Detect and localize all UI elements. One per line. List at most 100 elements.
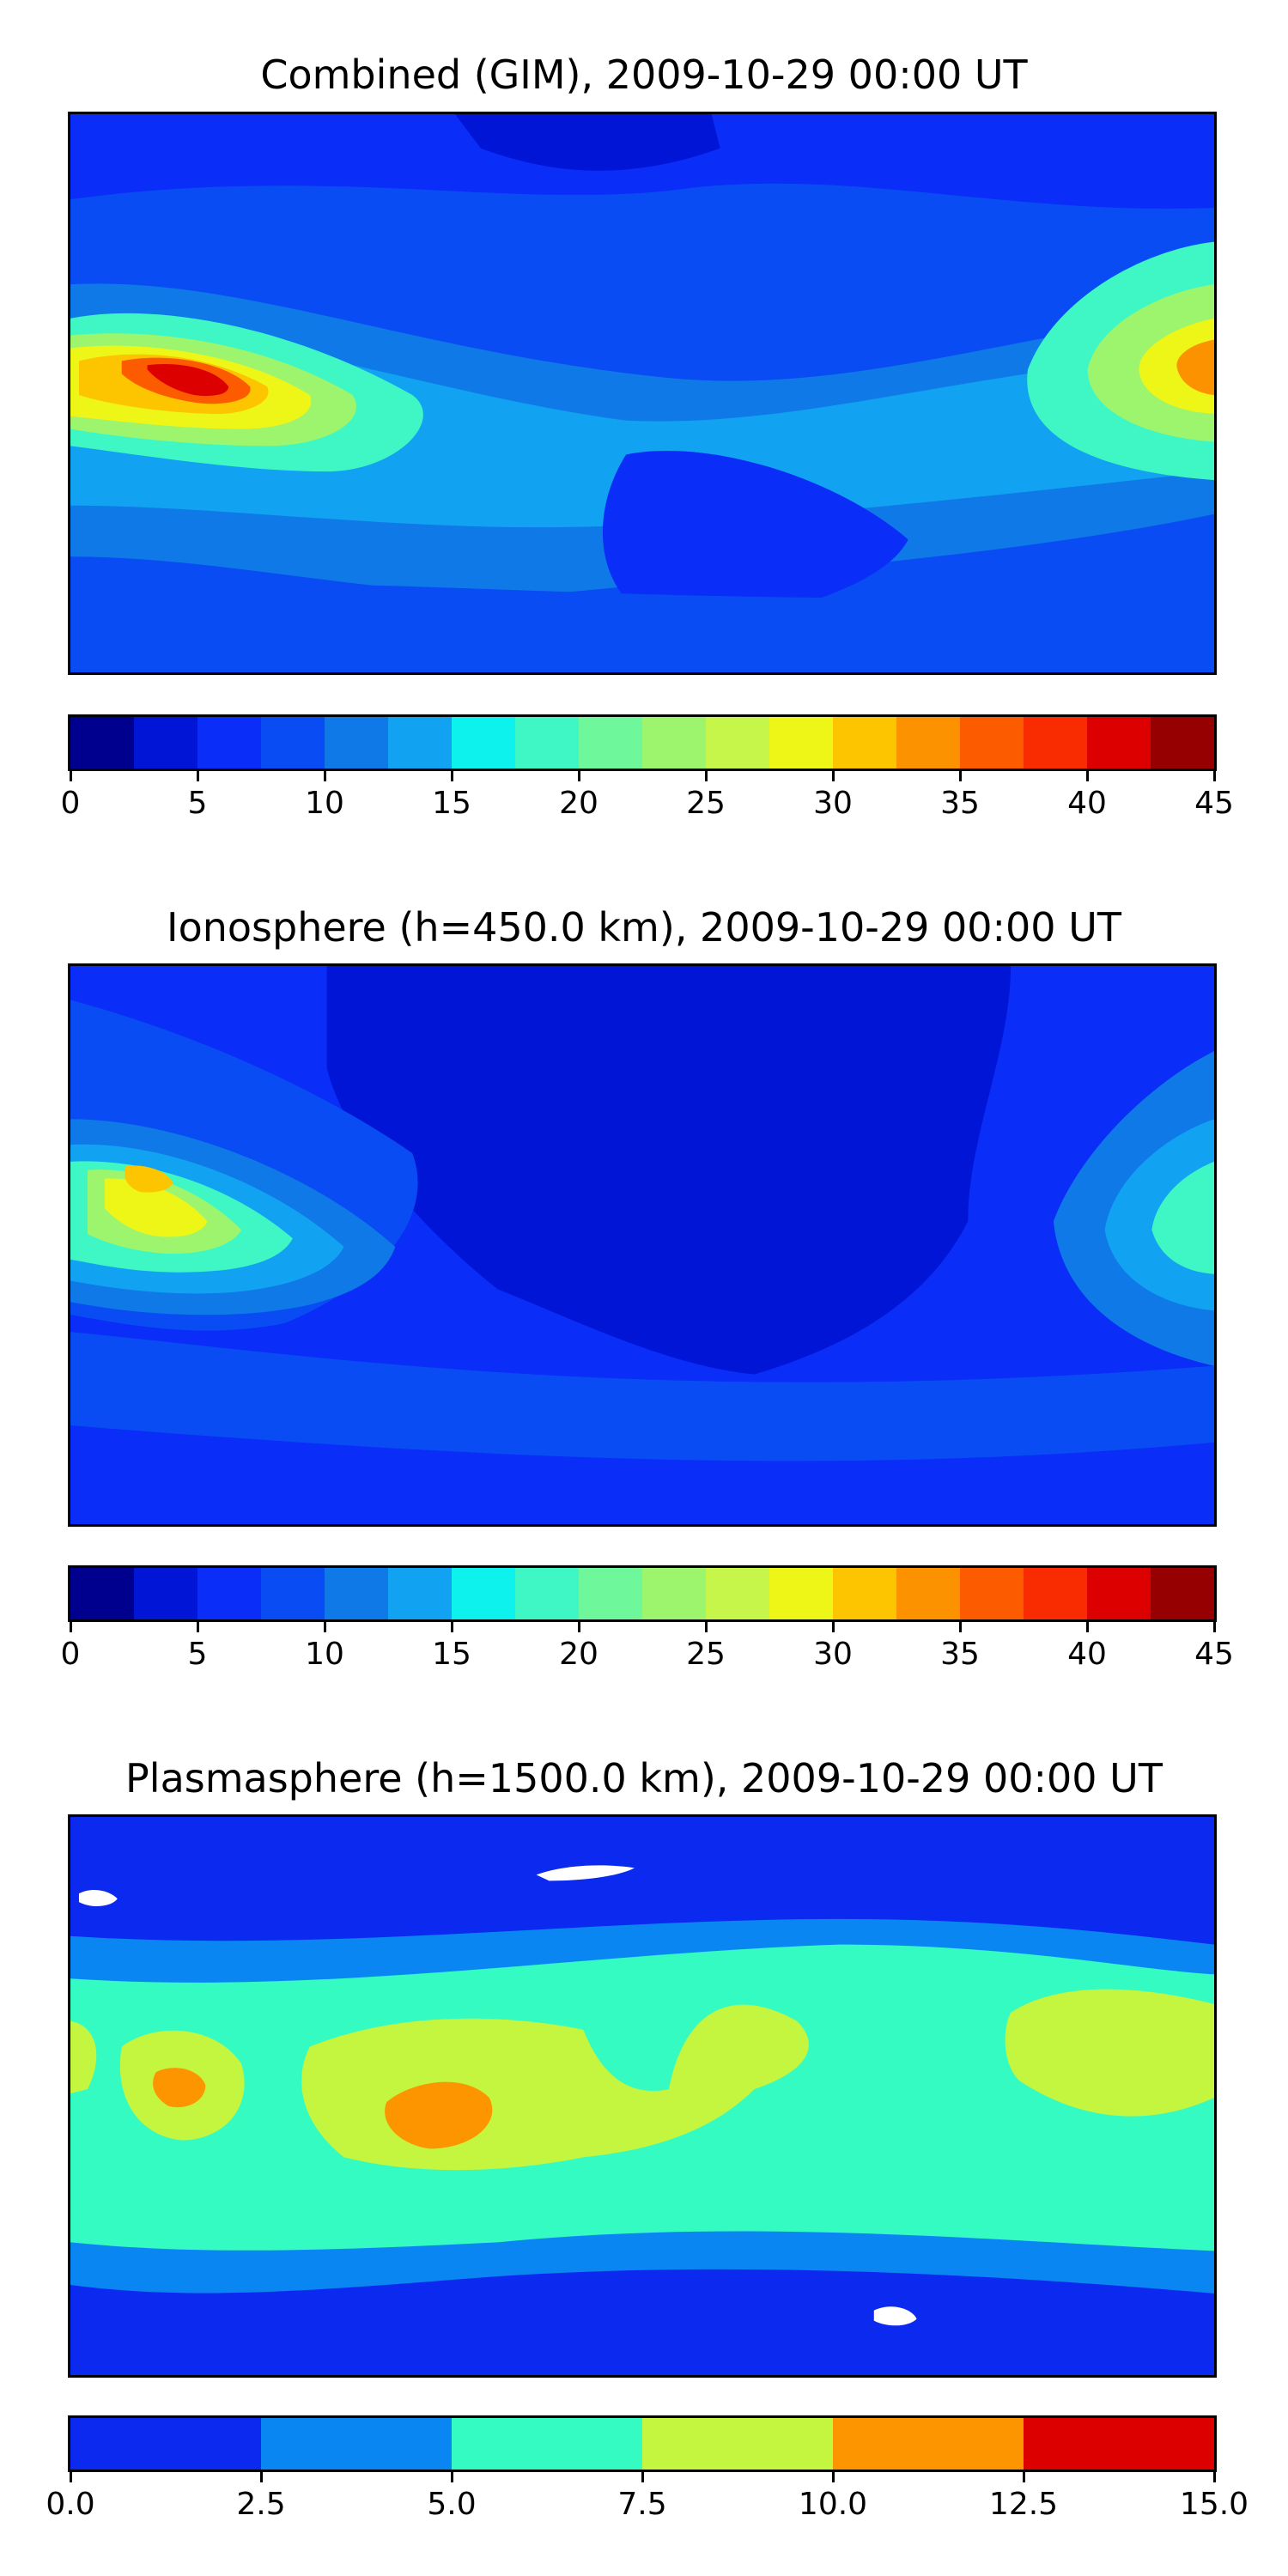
colorbar-tick-mark [704,771,708,781]
colorbar-tick-label: 0 [60,786,81,821]
colorbar-segment [1024,1568,1087,1619]
colorbar-plasmasphere [68,2415,1217,2472]
colorbar-segment [769,717,833,769]
colorbar-segment [452,2418,642,2470]
colorbar-tick-mark [1212,1622,1216,1632]
colorbar-tick-label: 7.5 [617,2487,667,2522]
colorbar-tick-label: 10 [305,786,344,821]
colorbar-tick-mark [1212,771,1216,781]
colorbar-ticks-ionosphere: 0 5 10 15 20 25 30 35 40 45 [61,1622,1234,1674]
colorbar-segment [261,717,325,769]
colorbar-tick-label: 15 [432,1637,471,1672]
colorbar-tick-label: 10.0 [798,2487,868,2522]
colorbar-tick-mark [69,1622,72,1632]
colorbar-tick-label: 45 [1194,1637,1234,1672]
colorbar-tick-mark [577,771,580,781]
colorbar-segment [134,717,197,769]
colorbar-segment [134,1568,197,1619]
colorbar-tick-mark [450,1622,453,1632]
colorbar-tick-label: 2.5 [236,2487,286,2522]
colorbar-tick-label: 15.0 [1179,2487,1249,2522]
colorbar-tick-mark [1085,1622,1089,1632]
colorbar-segment [706,717,769,769]
colorbar-segment [1024,2418,1214,2470]
colorbar-segment [70,1568,134,1619]
colorbar-tick-mark [1085,771,1089,781]
colorbar-segment [197,1568,261,1619]
colorbar-tick-mark [196,1622,199,1632]
colorbar-segment [769,1568,833,1619]
colorbar-tick-mark [1022,2472,1025,2482]
map-combined [68,112,1217,675]
colorbar-segment [642,1568,706,1619]
colorbar-segment [1024,717,1087,769]
map-plasmasphere [68,1814,1217,2378]
colorbar-tick-mark [259,2472,263,2482]
colorbar-tick-label: 35 [940,786,980,821]
map-ionosphere [68,963,1217,1527]
colorbar-tick-mark [831,2472,835,2482]
colorbar-ionosphere [68,1565,1217,1622]
colorbar-tick-mark [196,771,199,781]
colorbar-tick-label: 25 [686,786,726,821]
colorbar-tick-label: 30 [813,786,853,821]
colorbar-tick-mark [831,771,835,781]
colorbar-tick-label: 30 [813,1637,853,1672]
colorbar-segment [706,1568,769,1619]
colorbar-segment [579,717,642,769]
colorbar-tick-label: 45 [1194,786,1234,821]
colorbar-segment [1087,717,1151,769]
colorbar-tick-label: 10 [305,1637,344,1672]
map-title-combined: Combined (GIM), 2009-10-29 00:00 UT [260,52,1028,98]
colorbar-segment [261,1568,325,1619]
colorbar-tick-mark [577,1622,580,1632]
tec-map-plasmasphere [70,1817,1214,2375]
colorbar-tick-mark [69,771,72,781]
colorbar-segment [896,717,960,769]
colorbar-tick-label: 0 [60,1637,81,1672]
colorbar-tick-label: 5 [187,786,208,821]
colorbar-tick-label: 12.5 [988,2487,1059,2522]
colorbar-segment [833,717,896,769]
colorbar-tick-label: 40 [1067,786,1107,821]
colorbar-segment [960,717,1024,769]
colorbar-segment [452,1568,515,1619]
colorbar-segment [70,2418,261,2470]
colorbar-segment [896,1568,960,1619]
colorbar-segment [642,2418,833,2470]
map-title-plasmasphere: Plasmasphere (h=1500.0 km), 2009-10-29 0… [125,1755,1163,1801]
colorbar-segment [960,1568,1024,1619]
colorbar-segment [1151,717,1214,769]
colorbar-tick-mark [450,771,453,781]
colorbar-tick-label: 5.0 [427,2487,477,2522]
colorbar-tick-label: 35 [940,1637,980,1672]
colorbar-segment [452,717,515,769]
colorbar-tick-mark [704,1622,708,1632]
colorbar-segment [579,1568,642,1619]
colorbar-tick-mark [958,771,962,781]
colorbar-segment [515,1568,579,1619]
colorbar-segment [325,717,388,769]
colorbar-segment [197,717,261,769]
colorbar-segment [388,1568,452,1619]
colorbar-tick-label: 0.0 [46,2487,95,2522]
colorbar-tick-label: 15 [432,786,471,821]
colorbar-segment [515,717,579,769]
colorbar-ticks-combined: 0 5 10 15 20 25 30 35 40 45 [61,771,1234,823]
colorbar-segment [261,2418,452,2470]
colorbar-tick-label: 25 [686,1637,726,1672]
colorbar-tick-mark [641,2472,644,2482]
colorbar-tick-mark [323,1622,326,1632]
tec-map-combined [70,114,1214,672]
colorbar-segment [833,1568,896,1619]
colorbar-tick-label: 20 [559,1637,598,1672]
colorbar-segment [325,1568,388,1619]
colorbar-segment [1151,1568,1214,1619]
colorbar-segment [1087,1568,1151,1619]
colorbar-segment [388,717,452,769]
colorbar-tick-label: 40 [1067,1637,1107,1672]
tec-map-ionosphere [70,966,1214,1524]
colorbar-segment [642,717,706,769]
colorbar-segment [833,2418,1024,2470]
colorbar-tick-mark [450,2472,453,2482]
